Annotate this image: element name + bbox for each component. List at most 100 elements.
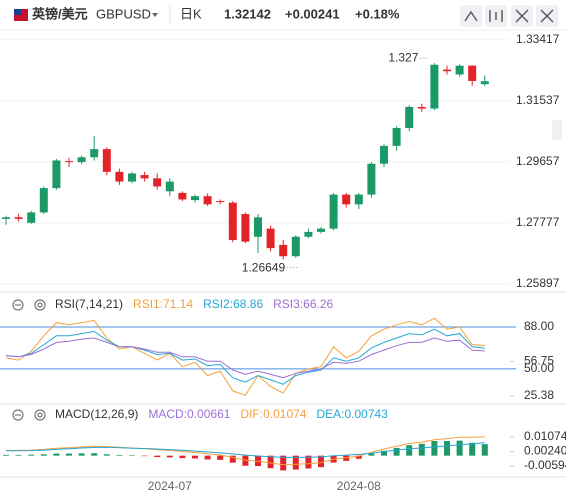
candle-body (266, 228, 275, 249)
candle-body (455, 65, 464, 75)
indicator-line (5, 337, 485, 379)
histogram-bar (343, 455, 350, 461)
candle-body (480, 81, 489, 85)
histogram-bar (444, 441, 450, 456)
histogram-bar (129, 455, 135, 456)
indicator-line (6, 436, 485, 466)
icon (515, 9, 529, 23)
histogram-bar (91, 453, 98, 456)
candle-body (14, 217, 23, 219)
histogram-bar (15, 454, 22, 456)
candle-body (241, 214, 250, 242)
histogram-bar (305, 455, 312, 469)
y-tick-label: 50.00 (524, 361, 554, 375)
legend-entry: RSI1:71.14 (133, 297, 193, 311)
histogram-bar (103, 454, 110, 456)
candle-body (317, 228, 325, 232)
x-tick-label: 2024-07 (148, 479, 192, 493)
candle-body (65, 161, 73, 163)
collapse-icon[interactable] (12, 409, 24, 421)
candle-body (39, 188, 48, 213)
candle-body (291, 236, 300, 257)
toolbar-button[interactable] (460, 5, 482, 27)
histogram-bar (229, 455, 236, 463)
y-tick-label: 88.00 (524, 319, 554, 333)
flag-icon (14, 9, 21, 15)
histogram-bar (393, 448, 400, 456)
low-label: 1.26649 (242, 261, 286, 275)
indicator-line (5, 328, 485, 385)
price: 1.32142 (224, 6, 271, 21)
candle-body (329, 194, 338, 229)
histogram-bar (292, 455, 299, 470)
histogram-bar (78, 453, 85, 456)
panel-title: MACD(12,26,9) (55, 407, 138, 421)
candle-body (228, 202, 237, 241)
candle-body (90, 149, 99, 158)
candle-body (102, 149, 111, 172)
histogram-bar (53, 453, 60, 456)
candle-body (140, 175, 149, 179)
histogram-bar (469, 442, 476, 456)
histogram-bar (3, 454, 9, 456)
histogram-bar (116, 454, 123, 456)
indicator-line (5, 317, 485, 396)
candle-body (443, 69, 451, 72)
pair-name[interactable]: 英镑/美元 (31, 6, 88, 21)
dropdown-arrow[interactable] (152, 13, 158, 17)
candle-body (430, 64, 439, 109)
y-tick-label: 0.00240 (524, 444, 566, 458)
period[interactable]: 日K (180, 6, 202, 21)
side-handle[interactable] (552, 120, 562, 140)
collapse-icon[interactable] (12, 299, 24, 311)
icon (464, 10, 478, 22)
price-change: +0.00241 (285, 6, 340, 21)
settings-icon[interactable] (34, 409, 46, 421)
icon (489, 10, 503, 22)
x-tick-label: 2024-08 (337, 479, 381, 493)
candle-body (2, 217, 10, 219)
high-label: 1.327 (388, 50, 418, 64)
candle-body (279, 244, 288, 257)
candle-body (203, 196, 212, 205)
histogram-bar (418, 443, 425, 456)
candle-body (153, 178, 162, 187)
panel-icons (12, 299, 46, 421)
candle-body (115, 171, 124, 182)
histogram-bar (141, 455, 148, 457)
candle-body (342, 194, 351, 205)
icon (540, 9, 554, 23)
legend-entry: DIF:0.01074 (240, 407, 306, 421)
histogram-bar (406, 445, 413, 456)
candle-body (354, 194, 363, 205)
histogram-bar (40, 454, 47, 456)
y-tick-label: 56.75 (524, 354, 554, 368)
y-tick-label: 0.01074 (524, 429, 566, 443)
toolbar-icons (464, 9, 554, 23)
y-tick-label: 1.29657 (516, 154, 560, 168)
indicator-line (6, 442, 485, 458)
candle-body (128, 173, 136, 182)
pair-code[interactable]: GBPUSD (96, 6, 151, 21)
candle-body (417, 106, 426, 109)
histogram-bar (217, 455, 224, 460)
histogram-bar (431, 441, 438, 456)
candle-body (254, 217, 262, 237)
candle-body (178, 192, 187, 200)
candle-body (468, 65, 477, 81)
y-tick-label: 25.38 (524, 388, 554, 402)
histogram-bar (192, 455, 198, 459)
candle-body (392, 128, 401, 146)
histogram-bar (66, 453, 72, 456)
panel-title: RSI(7,14,21) (55, 297, 123, 311)
candle-body (380, 145, 388, 164)
histogram-bar (368, 453, 375, 456)
histogram-bar (318, 455, 324, 468)
histogram-bar (355, 455, 362, 459)
candle-body (405, 106, 414, 129)
candle-body (367, 163, 376, 195)
histogram-bar (179, 455, 186, 459)
settings-icon[interactable] (34, 299, 46, 311)
y-tick-label: 1.25897 (516, 276, 560, 290)
